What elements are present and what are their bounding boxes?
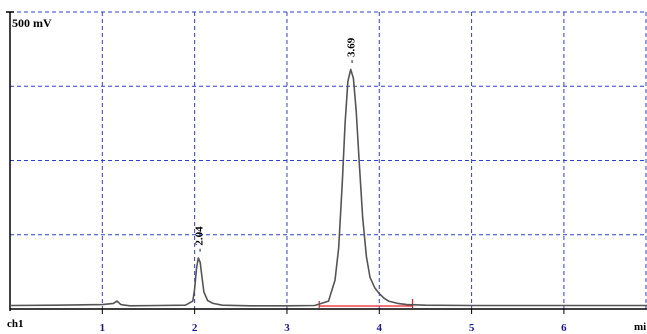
trace-layer [9,68,647,308]
peak-label: - 2.04 [193,226,205,252]
peak-label: - 3.69 [346,37,358,63]
x-tick-label: 4 [377,322,383,334]
x-tick-label: 2 [192,322,198,334]
axis-layer: 1 2 3 4 5 6 [6,11,647,334]
x-tick-label: 5 [469,322,475,334]
x-tick-label: 6 [561,322,567,334]
label-layer: 500 mV ch1 mi - 2.04 - 3.69 [7,16,646,333]
x-unit-label: mi [634,321,646,333]
x-tick-label: 1 [100,322,106,334]
channel-label: ch1 [7,318,24,330]
x-tick-label: 3 [284,322,290,334]
chromatogram-trace [9,68,647,307]
grid-layer [10,11,647,309]
full-scale-label: 500 mV [12,16,52,30]
